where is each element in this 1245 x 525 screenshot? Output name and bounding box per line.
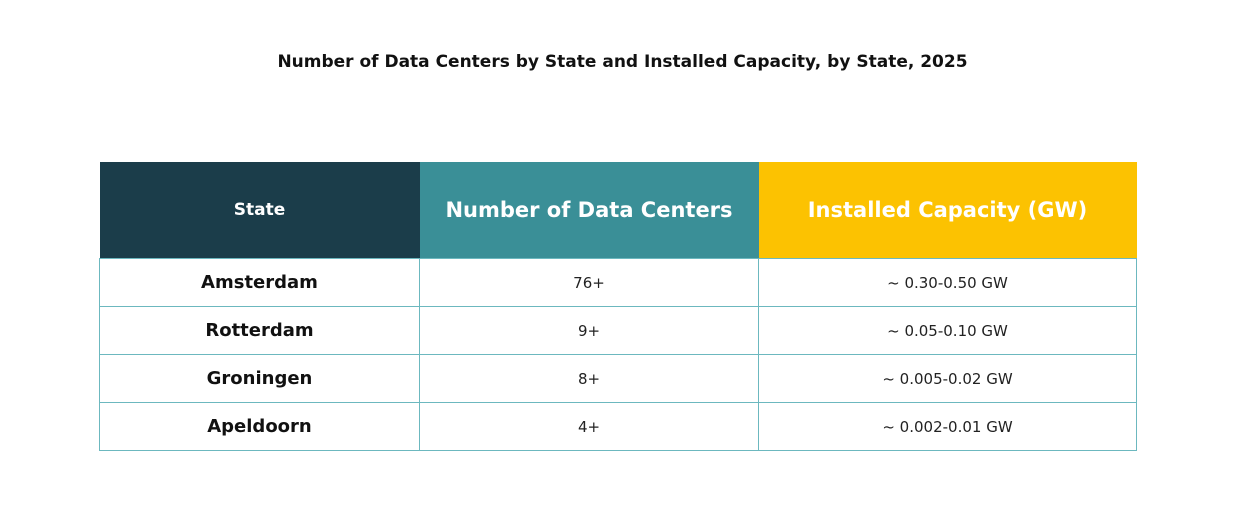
table-cell: ~ 0.005-0.02 GW (758, 354, 1137, 403)
table-cell: Apeldoorn (99, 402, 420, 451)
header-cell: Number of Data Centers (419, 162, 759, 259)
table-cell: 76+ (419, 258, 759, 307)
table-cell: ~ 0.05-0.10 GW (758, 306, 1137, 355)
table-row: Amsterdam 76+ ~ 0.30-0.50 GW (99, 258, 1137, 307)
table-cell: 4+ (419, 402, 759, 451)
table-body: Amsterdam 76+ ~ 0.30-0.50 GW Rotterdam 9+ ~ 0… (99, 258, 1137, 451)
header-cell: State (99, 162, 420, 259)
table-cell: 8+ (419, 354, 759, 403)
table-cell: Groningen (99, 354, 420, 403)
table-cell: ~ 0.002-0.01 GW (758, 402, 1137, 451)
table-cell: ~ 0.30-0.50 GW (758, 258, 1137, 307)
table-row: Rotterdam 9+ ~ 0.05-0.10 GW (99, 306, 1137, 355)
title: Number of Data Centers by State and Inst… (277, 52, 968, 72)
table-cell: Amsterdam (99, 258, 420, 307)
table-row: Groningen 8+ ~ 0.005-0.02 GW (99, 354, 1137, 403)
header-cell: Installed Capacity (GW) (758, 162, 1137, 259)
table: State Number of Data Centers Installed Cap… (99, 162, 1137, 451)
table-row: Apeldoorn 4+ ~ 0.002-0.01 GW (99, 402, 1137, 451)
table-cell: 9+ (419, 306, 759, 355)
header-row: State Number of Data Centers Installed Cap… (99, 162, 1137, 259)
table-cell: Rotterdam (99, 306, 420, 355)
